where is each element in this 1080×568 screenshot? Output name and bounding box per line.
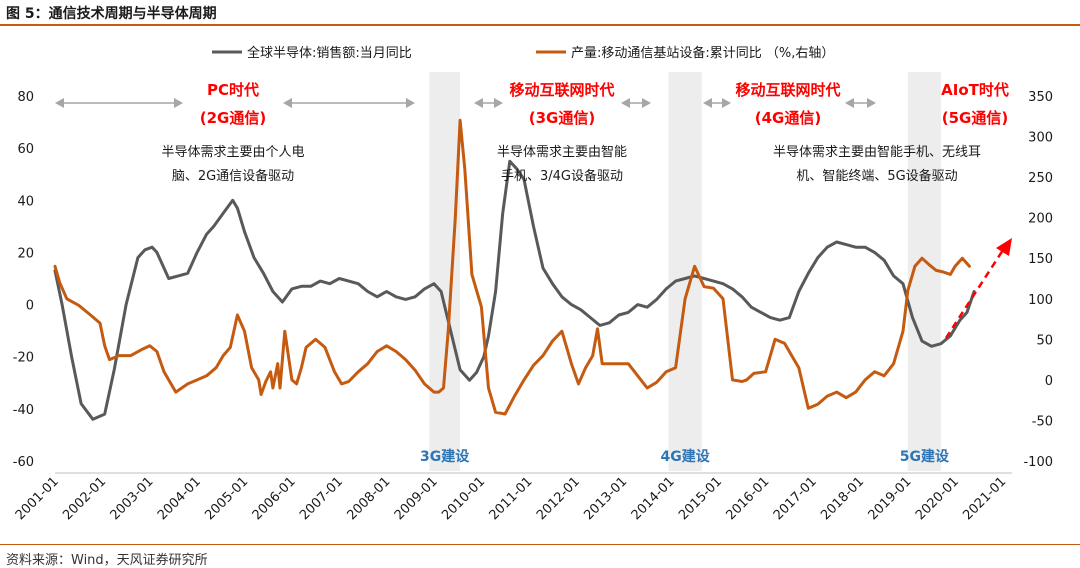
- era-arrow-3g-left-head-right: [494, 98, 503, 108]
- era-arrow-3g-right-head-right: [642, 98, 651, 108]
- x-tick-label: 2004-01: [155, 474, 204, 523]
- y-right-tick-label: -50: [1032, 414, 1053, 429]
- annotations: 3G建设 4G建设 5G建设 PC时代 (2G通信) 半导体需求主要由个人电脑、2G通信设…: [55, 81, 1012, 465]
- y-right-tick-label: 100: [1028, 293, 1053, 308]
- y-right-tick-label: 0: [1045, 374, 1053, 389]
- series-line-basestation-output: [53, 118, 971, 416]
- era-title: 移动互联网时代: [509, 81, 614, 99]
- x-tick-label: 2006-01: [250, 474, 299, 523]
- era-arrow-pc-left: [55, 98, 183, 108]
- era-title: AIoT时代: [941, 81, 1009, 99]
- era-subtitle: (2G通信): [200, 109, 266, 127]
- y-left-tick-label: -40: [13, 403, 34, 418]
- era-arrow-3g-left-head-left: [474, 98, 483, 108]
- series-lines: [53, 118, 976, 421]
- chart: -60 -40 -20 0 20 40 60 80 -100 -50 0 50 100 150 200 250…: [13, 45, 1053, 523]
- era-subtitle: (4G通信): [755, 109, 821, 127]
- era-arrow-4g-right-head-left: [845, 98, 854, 108]
- x-tick-label: 2014-01: [629, 474, 678, 523]
- x-tick-label: 2010-01: [439, 474, 488, 523]
- era-arrow-3g-right-head-left: [621, 98, 630, 108]
- era-subtitle: (5G通信): [942, 109, 1008, 127]
- x-tick-label: 2018-01: [818, 474, 867, 523]
- y-left-tick-label: 20: [17, 246, 34, 261]
- build-label-2: 4G建设: [660, 448, 710, 465]
- era-description-line1: 半导体需求主要由智能手机、无线耳: [773, 145, 981, 160]
- x-tick-label: 2013-01: [581, 474, 630, 523]
- x-tick-label: 2019-01: [866, 474, 915, 523]
- era-description-line2: 脑、2G通信设备驱动: [172, 168, 294, 184]
- x-tick-label: 2012-01: [534, 474, 583, 523]
- x-tick-label: 2003-01: [108, 474, 157, 523]
- y-right-tick-label: 300: [1028, 131, 1053, 146]
- era-description-line1: 半导体需求主要由智能: [497, 145, 627, 160]
- x-tick-label: 2009-01: [392, 474, 441, 523]
- build-label-3: 5G建设: [900, 448, 950, 465]
- y-right-tick-label: 150: [1028, 252, 1053, 267]
- era-arrow-pc-right-head-right: [406, 98, 415, 108]
- era-arrow-3g-right: [621, 98, 651, 108]
- era-arrow-3g-left: [474, 98, 503, 108]
- source-note: 资料来源：Wind，天风证券研究所: [6, 553, 208, 568]
- era-description-line2: 机、智能终端、5G设备驱动: [796, 168, 957, 184]
- build-band-1: [429, 72, 461, 471]
- era-title: PC时代: [207, 81, 259, 99]
- y-right-tick-label: 50: [1036, 333, 1053, 348]
- era-subtitle: (3G通信): [529, 109, 595, 127]
- x-tick-label: 2021-01: [960, 474, 1009, 523]
- y-right-tick-label: 350: [1028, 90, 1053, 105]
- top-rule: [0, 24, 1080, 26]
- y-left-tick-label: 0: [26, 299, 34, 314]
- x-tick-label: 2008-01: [344, 474, 393, 523]
- x-tick-label: 2001-01: [13, 474, 62, 523]
- era-arrow-4g-right: [845, 98, 876, 108]
- era-arrow-4g-left-head-right: [722, 98, 731, 108]
- era-title: 移动互联网时代: [735, 81, 840, 99]
- legend-label-basestation: 产量:移动通信基站设备:累计同比 （%,右轴）: [571, 45, 834, 61]
- y-left-tick-label: -60: [13, 455, 34, 470]
- era-arrow-pc-right-head-left: [283, 98, 292, 108]
- era-arrow-pc-left-head-right: [174, 98, 183, 108]
- x-tick-label: 2015-01: [676, 474, 725, 523]
- build-label-1: 3G建设: [420, 448, 470, 465]
- legend: 全球半导体:销售额:当月同比 产量:移动通信基站设备:累计同比 （%,右轴）: [212, 45, 834, 61]
- x-tick-label: 2011-01: [487, 474, 536, 523]
- era-arrow-pc-right: [283, 98, 415, 108]
- trend-arrow-line: [944, 249, 1005, 339]
- y-left-tick-label: 80: [17, 90, 34, 105]
- legend-label-semiconductor: 全球半导体:销售额:当月同比: [247, 45, 412, 61]
- era-description-line1: 半导体需求主要由个人电: [161, 145, 304, 160]
- y-left-tick-label: 60: [17, 142, 34, 157]
- figure-title: 图 5：通信技术周期与半导体周期: [6, 6, 217, 22]
- era-arrow-4g-right-head-right: [867, 98, 876, 108]
- era-arrow-pc-left-head-left: [55, 98, 64, 108]
- era-description-line2: 手机、3/4G设备驱动: [501, 168, 623, 184]
- y-left-tick-label: 40: [17, 194, 34, 209]
- x-tick-label: 2016-01: [723, 474, 772, 523]
- x-tick-label: 2007-01: [297, 474, 346, 523]
- x-tick-label: 2002-01: [60, 474, 109, 523]
- y-right-tick-label: -100: [1023, 455, 1053, 470]
- era-arrow-4g-left-head-left: [703, 98, 712, 108]
- bottom-rule: [0, 544, 1080, 545]
- trend-arrow-head: [996, 238, 1012, 256]
- y-right-tick-label: 250: [1028, 171, 1053, 186]
- y-right-tick-label: 200: [1028, 212, 1053, 227]
- x-tick-label: 2005-01: [202, 474, 251, 523]
- x-tick-label: 2020-01: [913, 474, 962, 523]
- era-arrow-4g-left: [703, 98, 731, 108]
- series-line-semiconductor-sales: [53, 159, 976, 421]
- x-tick-label: 2017-01: [771, 474, 820, 523]
- y-left-tick-label: -20: [13, 351, 34, 366]
